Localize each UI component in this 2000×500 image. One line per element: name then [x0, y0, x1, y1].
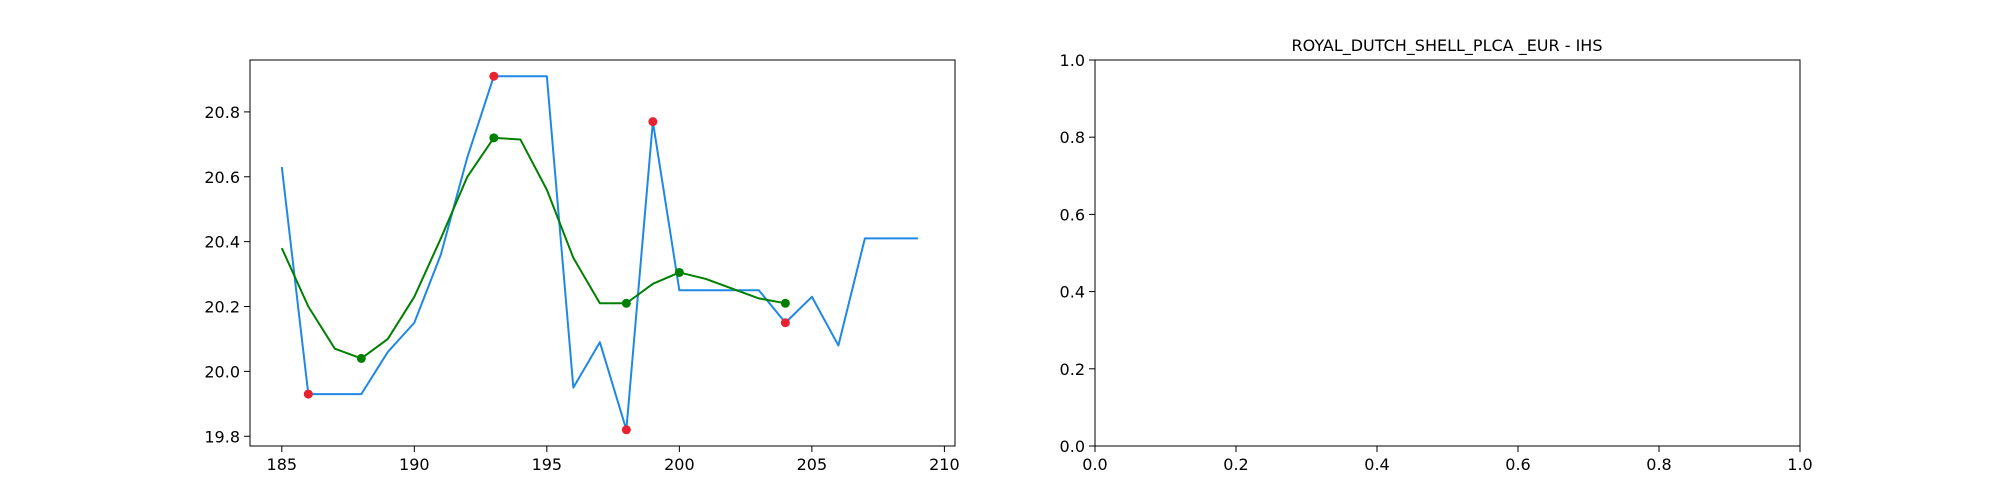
price-extremum-point — [648, 117, 658, 127]
left-chart-y-tick-label: 20.0 — [204, 362, 240, 381]
price-extremum-point — [780, 318, 790, 328]
smoothed-extremum-point — [674, 267, 684, 277]
right-empty-chart: ROYAL_DUTCH_SHELL_PLCA _EUR - IHS 0.0 0.2… — [1060, 36, 1813, 474]
left-chart-plot-area — [280, 71, 918, 435]
left-chart-y-tick-label: 20.2 — [204, 298, 240, 317]
right-chart-x-tick-label: 1.0 — [1787, 455, 1812, 474]
right-chart-y-tick-label: 0.4 — [1060, 283, 1085, 302]
right-chart-y-tick-label: 0.2 — [1060, 360, 1085, 379]
smoothed-extremum-point — [489, 133, 499, 143]
left-chart-x-tick-label: 185 — [267, 455, 298, 474]
right-chart-x-tick-label: 0.2 — [1223, 455, 1248, 474]
right-chart-x-axis: 0.0 0.2 0.4 0.6 0.8 1.0 — [1082, 446, 1813, 474]
price-extremum-point — [621, 425, 631, 435]
right-chart-x-tick-label: 0.6 — [1505, 455, 1530, 474]
right-chart-x-tick-label: 0.8 — [1646, 455, 1671, 474]
right-chart-y-tick-label: 0.6 — [1060, 205, 1085, 224]
left-line-chart: 185 190 195 200 205 210 19.8 20.0 20.2 20.4 20.6 2… — [204, 59, 960, 474]
left-chart-y-tick-label: 19.8 — [204, 427, 240, 446]
price-extremum-point — [489, 71, 499, 81]
left-chart-x-tick-label: 200 — [664, 455, 695, 474]
right-chart-x-tick-label: 0.0 — [1082, 455, 1107, 474]
smoothed-extremum-point — [356, 353, 366, 363]
right-chart-y-tick-label: 1.0 — [1060, 51, 1085, 70]
left-chart-y-tick-label: 20.6 — [204, 168, 240, 187]
smoothed-extremum-point — [780, 298, 790, 308]
right-chart-y-axis: 0.0 0.2 0.4 0.6 0.8 1.0 — [1060, 51, 1095, 456]
price-series-line — [280, 75, 918, 431]
left-chart-x-tick-label: 195 — [532, 455, 563, 474]
left-chart-y-tick-label: 20.8 — [204, 103, 240, 122]
smoothed-series-line — [280, 136, 786, 360]
right-chart-title: ROYAL_DUTCH_SHELL_PLCA _EUR - IHS — [1292, 36, 1603, 56]
left-chart-x-tick-label: 210 — [929, 455, 960, 474]
right-chart-frame — [1094, 59, 1801, 447]
left-chart-y-tick-label: 20.4 — [204, 233, 240, 252]
left-chart-x-tick-label: 190 — [399, 455, 430, 474]
smoothed-extremum-point — [621, 298, 631, 308]
left-chart-y-axis: 19.8 20.0 20.2 20.4 20.6 20.8 — [204, 103, 250, 446]
right-chart-y-tick-label: 0.0 — [1060, 437, 1085, 456]
price-extremum-point — [303, 389, 313, 399]
right-chart-y-tick-label: 0.8 — [1060, 128, 1085, 147]
left-chart-frame — [249, 59, 956, 447]
right-chart-x-tick-label: 0.4 — [1364, 455, 1389, 474]
left-chart-x-axis: 185 190 195 200 205 210 — [267, 446, 960, 474]
left-chart-x-tick-label: 205 — [797, 455, 828, 474]
